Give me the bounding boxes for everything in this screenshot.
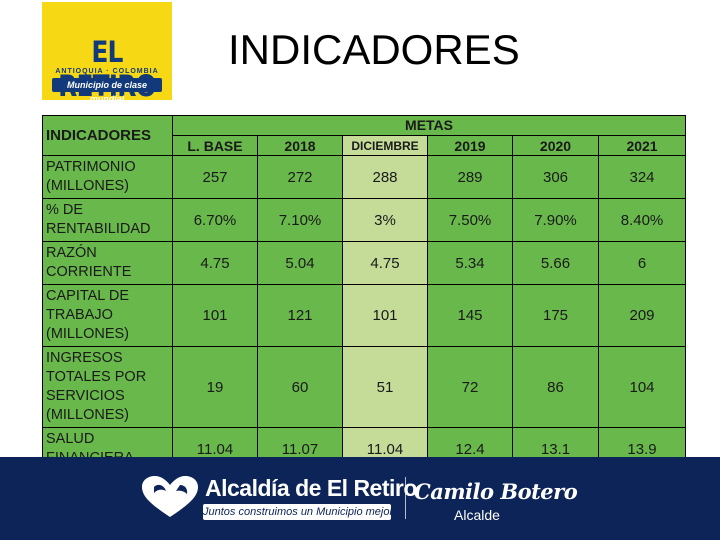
footer-subtitle: Juntos construimos un Municipio mejor (203, 504, 394, 520)
table-cell: 289 (427, 155, 513, 199)
column-header: L. BASE (172, 135, 258, 156)
table-cell: 324 (597, 155, 687, 199)
table-cell: 5.66 (512, 241, 599, 285)
row-label: % DE RENTABILIDAD (42, 198, 173, 242)
table-cell: 4.75 (342, 241, 428, 285)
row-label: PATRIMONIO (MILLONES) (42, 155, 173, 199)
table-row: CAPITAL DE TRABAJO (MILLONES) 101 121 10… (42, 284, 687, 347)
table-row: PATRIMONIO (MILLONES) 257 272 288 289 30… (42, 155, 687, 199)
table-cell: 4.75 (172, 241, 258, 285)
table-cell: 175 (512, 284, 599, 347)
table-cell: 5.34 (427, 241, 513, 285)
table-cell: 8.40% (597, 198, 687, 242)
row-label: INGRESOS TOTALES POR SERVICIOS (MILLONES… (42, 346, 173, 428)
row-label: RAZÓN CORRIENTE (42, 241, 173, 285)
el-retiro-logo: EL RETIRO ANTIOQUIA · COLOMBIA Municipio… (42, 2, 172, 104)
table-row: INGRESOS TOTALES POR SERVICIOS (MILLONES… (42, 346, 687, 428)
table-cell: 145 (427, 284, 513, 347)
footer-banner: Alcaldía de El Retiro Juntos construimos… (0, 457, 720, 540)
table-row: RAZÓN CORRIENTE 4.75 5.04 4.75 5.34 5.66… (42, 241, 687, 285)
table-cell: 3% (342, 198, 428, 242)
column-header: 2018 (257, 135, 343, 156)
table-cell: 51 (342, 346, 428, 428)
table-cell: 101 (342, 284, 428, 347)
column-header: 2019 (427, 135, 513, 156)
table-cell: 72 (427, 346, 513, 428)
table-cell: 19 (172, 346, 258, 428)
table-cell: 6 (597, 241, 687, 285)
footer-divider (405, 477, 406, 519)
table-row: % DE RENTABILIDAD 6.70% 7.10% 3% 7.50% 7… (42, 198, 687, 242)
footer-title: Alcaldía de El Retiro (205, 475, 417, 501)
indicators-header: INDICADORES (42, 115, 173, 156)
table-cell: 5.04 (257, 241, 343, 285)
table-cell: 7.10% (257, 198, 343, 242)
table-cell: 101 (172, 284, 258, 347)
table-cell: 121 (257, 284, 343, 347)
table-cell: 7.50% (427, 198, 513, 242)
column-header-diciembre: DICIEMBRE (342, 135, 428, 156)
logo-location: ANTIOQUIA · COLOMBIA (55, 68, 159, 75)
mayor-role: Alcalde (454, 507, 500, 523)
mayor-signature: Camilo Botero (414, 479, 578, 504)
metas-header: METAS (171, 115, 687, 136)
indicators-table: INDICADORES METAS L. BASE 2018 DICIEMBRE… (42, 115, 687, 471)
table-cell: 6.70% (172, 198, 258, 242)
table-cell: 104 (597, 346, 687, 428)
table-cell: 288 (342, 155, 428, 199)
heart-logo-icon (142, 476, 198, 517)
column-header: 2021 (597, 135, 687, 156)
page-title: INDICADORES (228, 26, 520, 73)
table-cell: 306 (512, 155, 599, 199)
table-cell: 60 (257, 346, 343, 428)
table-cell: 7.90% (512, 198, 599, 242)
logo-tagline: Municipio de clase mundial (52, 78, 162, 104)
row-label: CAPITAL DE TRABAJO (MILLONES) (42, 284, 173, 347)
table-cell: 209 (597, 284, 687, 347)
column-header: 2020 (512, 135, 599, 156)
table-cell: 86 (512, 346, 599, 428)
table-cell: 257 (172, 155, 258, 199)
table-cell: 272 (257, 155, 343, 199)
